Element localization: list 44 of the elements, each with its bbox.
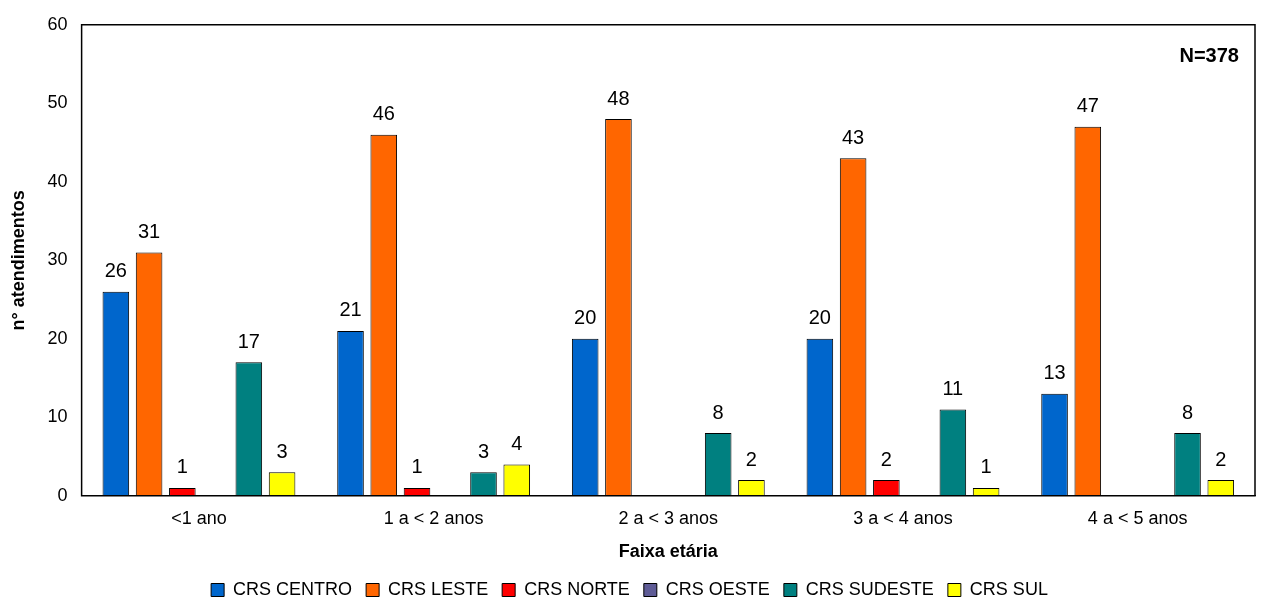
x-tick-label: 3 a < 4 anos — [853, 507, 953, 528]
data-label: 4 — [511, 431, 523, 454]
data-label: 2 — [880, 447, 892, 470]
data-label: 13 — [1043, 361, 1066, 384]
legend-label: CRS LESTE — [388, 578, 489, 599]
y-tick-label: 0 — [57, 484, 68, 505]
data-label: 43 — [841, 125, 865, 148]
data-label: 8 — [712, 400, 724, 423]
data-label: 1 — [980, 455, 992, 478]
legend-label: CRS SUL — [969, 578, 1048, 599]
y-axis-title: n° atendimentos — [7, 190, 28, 331]
legend-label: CRS NORTE — [524, 578, 630, 599]
y-tick-label: 40 — [47, 170, 68, 191]
x-axis-title: Faixa etária — [618, 541, 719, 562]
data-label: 17 — [237, 329, 260, 352]
data-label: 11 — [942, 376, 964, 399]
data-label: 21 — [339, 298, 362, 321]
data-label: 3 — [477, 439, 490, 462]
y-tick-label: 60 — [47, 13, 68, 34]
x-tick-label: 2 a < 3 anos — [618, 507, 719, 528]
y-tick-label: 20 — [47, 327, 68, 348]
data-label: 1 — [176, 455, 188, 478]
legend-label: CRS CENTRO — [233, 578, 353, 599]
x-tick-label: <1 ano — [171, 507, 227, 528]
data-label: 2 — [1215, 447, 1227, 470]
data-label: 26 — [104, 259, 127, 282]
x-tick-label: 1 a < 2 anos — [383, 507, 484, 528]
annotation: N=378 — [1179, 44, 1239, 67]
y-tick-label: 10 — [47, 406, 68, 427]
data-label: 31 — [137, 219, 161, 242]
data-label: 20 — [574, 306, 597, 329]
data-label: 2 — [745, 447, 757, 470]
data-label: 8 — [1181, 400, 1194, 423]
data-label: 3 — [276, 439, 288, 462]
data-label: 20 — [808, 306, 831, 329]
y-tick-label: 50 — [47, 92, 68, 113]
y-tick-label: 30 — [47, 249, 68, 270]
data-label: 48 — [607, 86, 630, 109]
data-label: 1 — [411, 455, 423, 478]
legend-label: CRS SUDESTE — [805, 578, 934, 599]
legend-label: CRS OESTE — [665, 578, 770, 599]
x-tick-label: 4 a < 5 anos — [1087, 507, 1188, 528]
data-label: 46 — [372, 102, 395, 125]
data-label: 47 — [1076, 94, 1099, 117]
